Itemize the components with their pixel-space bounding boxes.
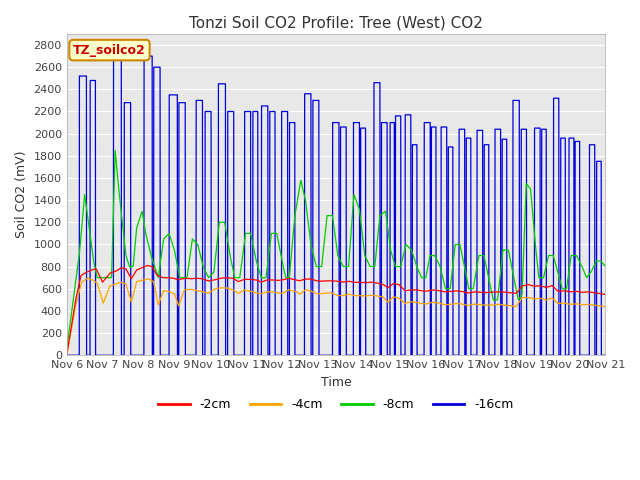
-2cm — [63, 352, 70, 358]
-2cm — [156, 274, 164, 279]
-16cm — [109, 53, 117, 59]
-16cm — [533, 125, 541, 131]
-16cm — [591, 352, 599, 358]
Text: TZ_soilco2: TZ_soilco2 — [73, 44, 146, 57]
-8cm — [111, 147, 119, 153]
-16cm — [602, 352, 609, 358]
-2cm — [602, 292, 609, 298]
-16cm — [63, 352, 70, 358]
-4cm — [124, 289, 132, 295]
-2cm — [143, 263, 151, 268]
Title: Tonzi Soil CO2 Profile: Tree (West) CO2: Tonzi Soil CO2 Profile: Tree (West) CO2 — [189, 15, 483, 30]
Legend: -2cm, -4cm, -8cm, -16cm: -2cm, -4cm, -8cm, -16cm — [154, 394, 518, 417]
Y-axis label: Soil CO2 (mV): Soil CO2 (mV) — [15, 151, 28, 239]
-4cm — [84, 276, 92, 281]
-2cm — [533, 283, 541, 289]
Line: -16cm: -16cm — [67, 56, 605, 355]
-8cm — [602, 264, 609, 269]
-4cm — [63, 352, 70, 358]
-16cm — [124, 100, 132, 106]
-16cm — [156, 352, 164, 358]
-8cm — [293, 202, 301, 207]
-2cm — [124, 270, 132, 276]
-4cm — [293, 289, 301, 295]
-2cm — [269, 277, 277, 283]
-2cm — [293, 277, 301, 283]
-4cm — [602, 304, 609, 310]
Line: -4cm: -4cm — [67, 278, 605, 355]
-16cm — [293, 352, 301, 358]
X-axis label: Time: Time — [321, 376, 351, 389]
Line: -2cm: -2cm — [67, 265, 605, 355]
-8cm — [156, 260, 164, 266]
-2cm — [591, 290, 599, 296]
-4cm — [533, 296, 541, 301]
-8cm — [591, 261, 599, 267]
-4cm — [156, 297, 164, 302]
-4cm — [269, 289, 277, 295]
-8cm — [124, 260, 132, 265]
-4cm — [591, 302, 599, 308]
Line: -8cm: -8cm — [67, 150, 605, 350]
-8cm — [63, 347, 70, 353]
-8cm — [533, 256, 541, 262]
-8cm — [269, 230, 277, 236]
-16cm — [269, 108, 277, 114]
